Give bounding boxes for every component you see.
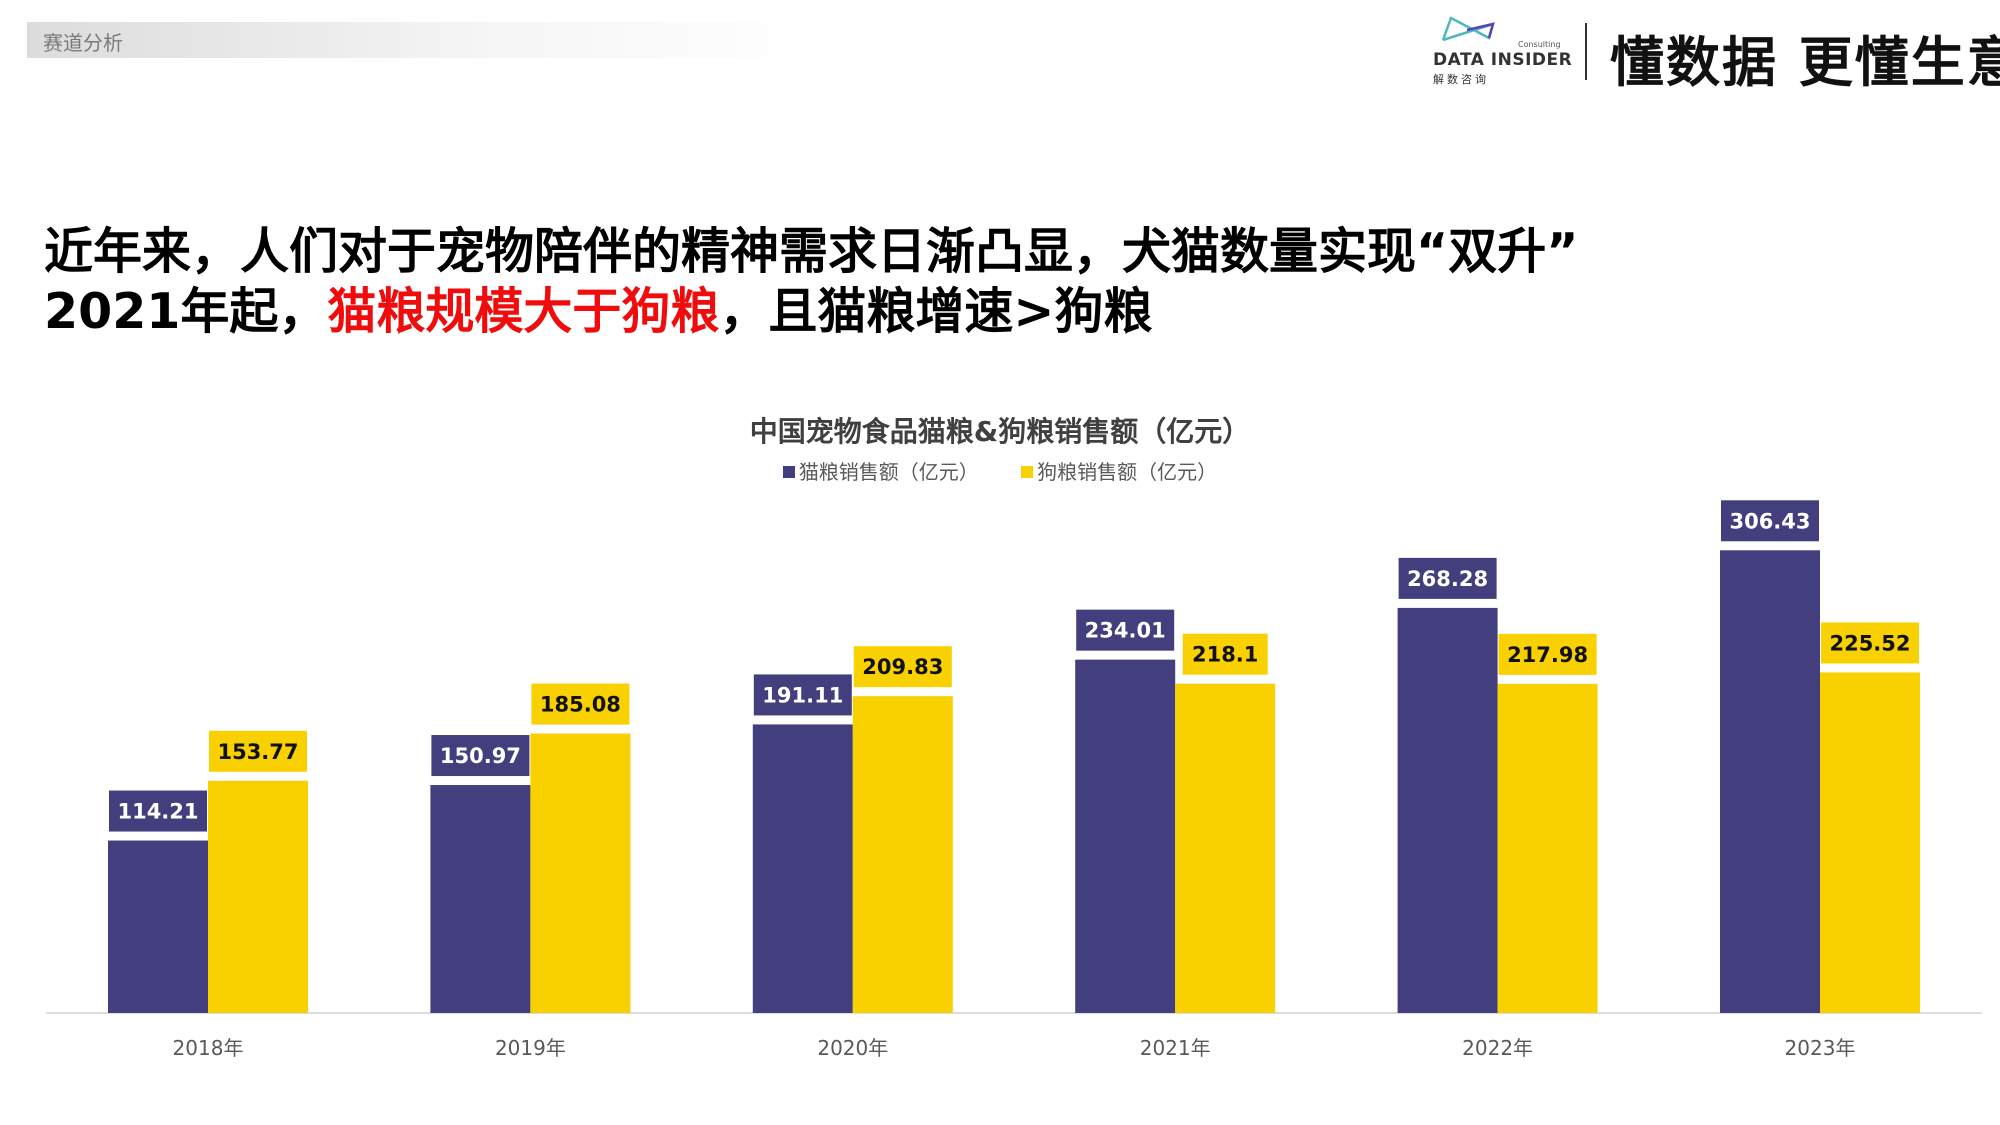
logo-mark-icon [1441,16,1495,42]
bar-cat [1075,659,1176,1013]
data-label: 191.11 [762,683,843,707]
data-label-box [1721,500,1819,542]
bar-dog [1175,683,1276,1013]
data-label: 268.28 [1407,567,1488,591]
data-label-box [1076,609,1175,651]
bar-cat [108,840,208,1013]
bar-dog [208,780,308,1013]
data-label-box [1821,622,1919,664]
data-label-box [431,735,530,777]
bar-cat [752,724,853,1013]
headline-highlight: 猫粮规模大于狗粮 [327,283,720,340]
chart-legend: 猫粮销售额（亿元） 狗粮销售额（亿元） [0,456,2000,485]
data-label: 218.1 [1192,643,1258,667]
data-label: 185.08 [540,693,621,717]
data-label-box [1498,633,1597,675]
bar-cat [1720,550,1820,1013]
data-label: 225.52 [1829,631,1910,655]
data-label: 114.21 [117,800,198,824]
data-label: 306.43 [1729,509,1810,533]
data-label: 209.83 [862,655,943,679]
data-label-box [1398,557,1497,599]
legend-label-cat: 猫粮销售额（亿元） [798,460,979,484]
bar-cat [430,785,531,1013]
legend-swatch-cat [782,466,795,478]
logo-en: DATA INSIDER [1433,50,1573,70]
data-label-box [853,646,952,688]
x-tick-label: 2018年 [173,1036,244,1060]
headline-line1: 近年来，人们对于宠物陪伴的精神需求日渐凸显，犬猫数量实现“双升” [44,223,1579,280]
data-label: 217.98 [1507,643,1588,667]
bar-dog [1497,683,1598,1013]
headline-line2: 2021年起，猫粮规模大于狗粮，且猫粮增速>狗粮 [44,282,1578,342]
bar-cat [1397,607,1498,1013]
chart-title: 中国宠物食品猫粮&狗粮销售额（亿元） [749,415,1251,448]
legend-label-dog: 狗粮销售额（亿元） [1037,460,1218,484]
bar-dog [530,733,631,1013]
data-label-box [753,674,852,716]
section-tag-label: 赛道分析 [43,31,123,55]
header-divider [1585,23,1587,80]
logo-cn: 解数咨询 [1433,73,1489,86]
data-label-box [209,730,307,772]
x-tick-label: 2022年 [1462,1036,1533,1060]
legend-swatch-dog [1021,466,1034,478]
data-label: 234.01 [1085,619,1166,643]
bar-dog [852,696,953,1013]
x-tick-label: 2020年 [817,1036,888,1060]
headline: 近年来，人们对于宠物陪伴的精神需求日渐凸显，犬猫数量实现“双升” 2021年起，… [44,222,1578,342]
x-tick-label: 2021年 [1140,1036,1211,1060]
slogan: 懂数据 更懂生意 [1610,31,2000,94]
data-label-box [531,683,630,725]
data-label: 150.97 [440,744,521,768]
logo-sub: Consulting [1518,40,1561,49]
section-tag: 赛道分析 [27,22,817,58]
x-tick-label: 2023年 [1785,1036,1856,1060]
headline-line2-a: 2021年起， [44,283,328,340]
data-label-box [109,790,207,832]
bar-dog [1820,672,1920,1013]
legend-item-dog: 狗粮销售额（亿元） [1021,456,1217,485]
data-insider-logo: Consulting DATA INSIDER 解数咨询 [1433,16,1572,88]
data-label: 153.77 [217,740,298,764]
x-tick-label: 2019年 [495,1036,566,1060]
headline-line2-b: ，且猫粮增速>狗粮 [719,283,1153,340]
legend-item-cat: 猫粮销售额（亿元） [782,456,979,485]
data-label-box [1182,633,1268,675]
